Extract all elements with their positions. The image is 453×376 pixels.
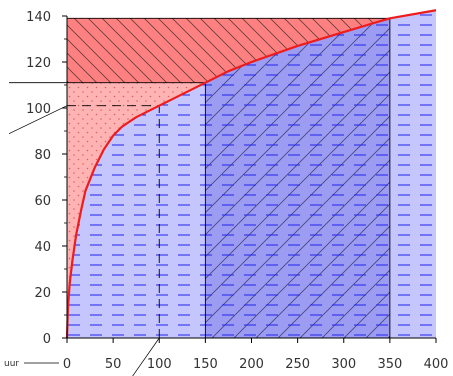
region-light-blue-right-pattern (389, 9, 436, 338)
region-light-blue-left-pattern (67, 82, 206, 338)
leader-line-x (132, 337, 160, 376)
region-dark-red-pattern (67, 18, 390, 83)
y-tick-label: 140 (26, 10, 51, 25)
x-tick-label: 200 (239, 357, 264, 372)
x-tick-label: 150 (193, 357, 218, 372)
y-tick-label: 0 (43, 332, 51, 347)
y-tick-label: 40 (34, 240, 51, 255)
fill-regions (67, 9, 436, 339)
series-curve (65, 9, 437, 339)
x-axis-unit-label: uur (4, 359, 19, 369)
leader-line-y (8, 105, 68, 135)
x-tick-label: 0 (63, 357, 71, 372)
x-tick-label: 100 (147, 357, 172, 372)
axes: 0 20 40 60 80 100 120 140 0 50 100 150 200 250 300 350 4… (4, 10, 448, 372)
x-tick-label: 350 (377, 357, 402, 372)
y-tick-label: 100 (26, 102, 51, 117)
y-tick-label: 20 (34, 286, 51, 301)
x-tick-label: 400 (424, 357, 449, 372)
y-tick-label: 80 (34, 148, 51, 163)
curve-layer (65, 9, 437, 339)
x-tick-label: 250 (285, 357, 310, 372)
reference-lines (8, 17, 391, 376)
y-tick-label: 120 (26, 56, 51, 71)
region-light-red-pattern (67, 82, 206, 338)
region-dark-blue-dash-pattern (205, 18, 390, 339)
x-tick-label: 50 (105, 357, 122, 372)
x-tick-label: 300 (331, 357, 356, 372)
y-tick-label: 60 (34, 194, 51, 209)
